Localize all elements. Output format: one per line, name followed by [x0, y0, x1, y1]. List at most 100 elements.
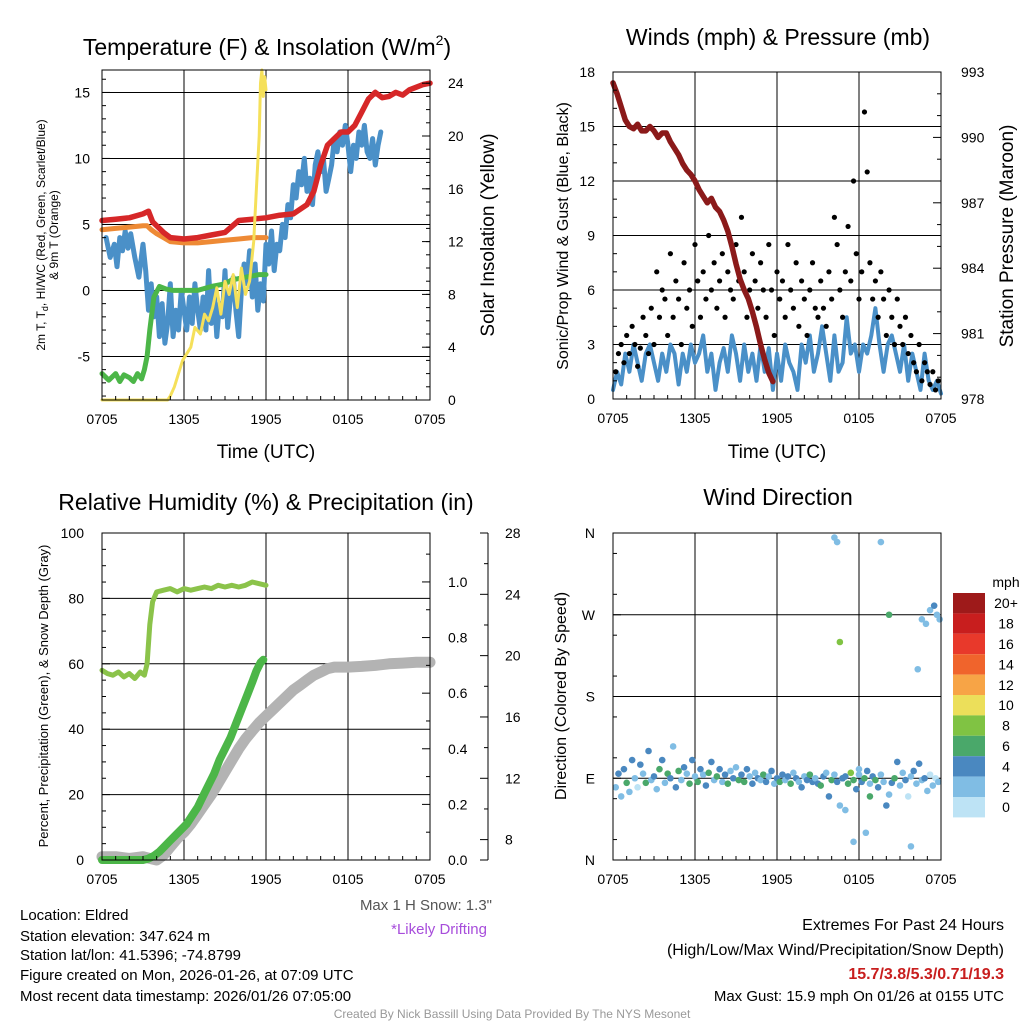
snow-y-tick-label: 28 [505, 525, 521, 541]
gust-point [826, 269, 832, 275]
direction-point [918, 615, 926, 623]
dir-x-tick-label: 0705 [597, 871, 628, 887]
precip-y-tick-label: 0.0 [448, 852, 468, 868]
gust-point [659, 287, 665, 293]
rh-y-tick-label: 40 [68, 721, 84, 737]
gust-point [867, 260, 873, 266]
gust-point [913, 369, 920, 375]
gust-point [837, 287, 843, 293]
gust-point [804, 332, 810, 339]
gust-point [823, 323, 829, 329]
direction-point [836, 802, 844, 809]
extremes-subtitle: (High/Low/Max Wind/Precipitation/Snow De… [666, 942, 1004, 959]
temperature-grid [102, 70, 430, 400]
max-snow-note: Max 1 H Snow: 1.3" [359, 897, 492, 914]
gust-point [665, 332, 671, 339]
direction-point [850, 776, 857, 784]
wind-y-tick-label: 0 [587, 391, 595, 407]
humidity-panel: Relative Humidity (%) & Precipitation (i… [36, 489, 521, 887]
direction-point [669, 743, 677, 750]
precip-y-tick-label: 0.6 [448, 685, 468, 701]
direction-series [612, 534, 943, 850]
gust-point [689, 323, 695, 329]
pressure-y-tick-label: 984 [961, 260, 985, 276]
direction-point [683, 770, 691, 778]
gust-point [771, 332, 777, 339]
wind-title: Winds (mph) & Pressure (mb) [626, 24, 930, 50]
extremes-values: 15.7/3.8/5.3/0.71/19.3 [848, 966, 1004, 983]
gust-point [749, 251, 756, 257]
gust-point [883, 332, 889, 339]
direction-point [751, 769, 759, 777]
direction-point [675, 767, 682, 775]
direction-point [877, 771, 885, 778]
gust-point [635, 363, 641, 369]
direction-point [697, 765, 704, 773]
direction-point [672, 784, 680, 791]
snow-depth-gray--line [96, 656, 436, 866]
gust-point [768, 287, 775, 293]
direction-point [656, 765, 663, 773]
gust-point [774, 269, 780, 275]
direction-point [678, 776, 685, 784]
gust-point [908, 332, 914, 339]
gust-point [651, 341, 657, 348]
dir-x-tick-label: 0705 [925, 871, 956, 887]
gust-point [900, 341, 906, 348]
temp-ylabel-part1: 2m T, T [34, 310, 48, 350]
direction-point [844, 780, 852, 787]
direction-point [825, 793, 833, 800]
temperature-title-sup: 2 [436, 32, 444, 48]
wind-y-label-left: Sonic/Prop Wind & Gust (Blue, Black) [555, 102, 572, 370]
gust-point [793, 260, 799, 266]
direction-y-label: Direction (Colored By Speed) [553, 592, 570, 800]
gust-point [708, 287, 715, 293]
direction-point [776, 778, 784, 786]
temperature-y-label-left-line2: & 9m T (Orange) [47, 190, 61, 280]
humidity-series [96, 579, 436, 866]
gust-point [894, 296, 900, 302]
gust-point [654, 269, 660, 275]
rh-y-tick-label: 60 [68, 656, 84, 672]
colorbar-swatch [953, 797, 985, 818]
direction-point [866, 780, 874, 787]
wind-y-tick-label: 15 [579, 119, 595, 135]
gust-point [891, 341, 898, 348]
direction-point [686, 780, 693, 787]
direction-point [910, 767, 917, 775]
snow-y-tick-label: 16 [505, 709, 521, 725]
gust-point [640, 314, 646, 320]
direction-point [708, 758, 715, 766]
gust-point [747, 287, 753, 293]
gust-point [626, 350, 633, 357]
temperature-title-end: ) [443, 34, 451, 60]
gust-point [886, 287, 892, 293]
gust-point [864, 169, 870, 175]
gust-point [924, 369, 930, 375]
colorbar-swatch [953, 674, 985, 695]
temp-y-tick-label: 10 [74, 150, 90, 166]
gust-point [785, 241, 791, 248]
gust-point [845, 223, 851, 230]
colorbar-label: 16 [998, 636, 1014, 652]
colorbar-swatch [953, 695, 985, 716]
wind-x-tick-label: 0105 [843, 410, 874, 426]
gust-point [812, 305, 818, 311]
direction-point [746, 773, 753, 780]
gust-point [911, 360, 917, 366]
gust-point [902, 314, 909, 320]
solar-insolation-yellow--line [100, 68, 268, 402]
direction-point [713, 773, 721, 780]
gust-point [613, 369, 619, 375]
direction-point [642, 779, 650, 787]
direction-point [617, 793, 625, 800]
temp-y-tick-label: 15 [74, 84, 90, 100]
colorbar-swatch [953, 715, 985, 736]
temp-y-tick-label: 5 [82, 216, 90, 232]
snow-y-tick-label: 12 [505, 770, 521, 786]
direction-point [653, 785, 661, 793]
snow-y-tick-label: 24 [505, 586, 521, 602]
wind-x-tick-label: 1905 [761, 410, 792, 426]
gust-point [703, 296, 709, 302]
direction-point [842, 806, 849, 814]
